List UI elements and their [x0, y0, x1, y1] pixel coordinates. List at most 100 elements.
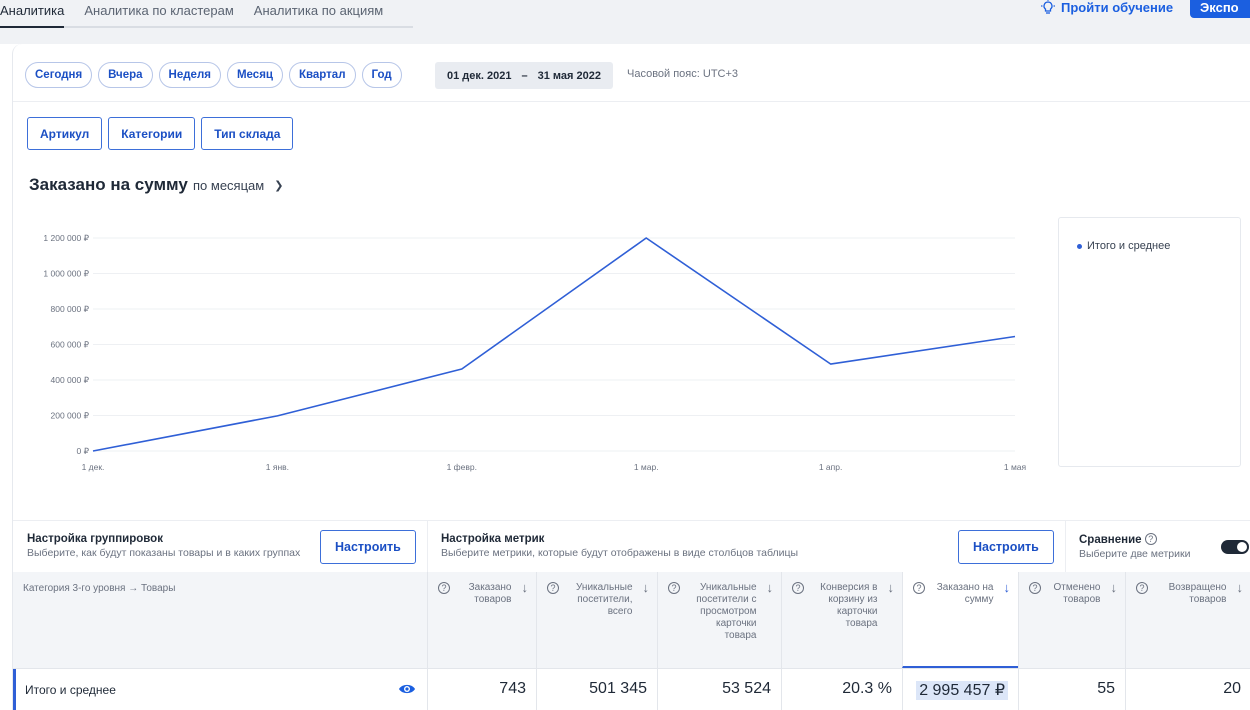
- chart-legend: Итого и среднее: [1058, 217, 1241, 467]
- x-tick-label: 1 янв.: [266, 462, 289, 472]
- y-tick-label: 0 ₽: [77, 446, 90, 456]
- date-to: 31 мая 2022: [537, 69, 601, 82]
- date-range-picker[interactable]: 01 дек. 2021 – 31 мая 2022: [435, 62, 613, 89]
- y-tick-label: 800 000 ₽: [51, 304, 90, 314]
- column-header[interactable]: ? Заказано товаров ↓: [427, 572, 536, 668]
- export-button[interactable]: Экспо: [1190, 0, 1250, 18]
- column-header-selected[interactable]: ? Заказано на сумму ↓: [902, 572, 1018, 668]
- period-yesterday[interactable]: Вчера: [98, 62, 153, 88]
- sort-arrow-icon[interactable]: ↓: [642, 580, 650, 595]
- help-icon[interactable]: ?: [668, 582, 680, 594]
- y-tick-label: 600 000 ₽: [51, 340, 90, 350]
- column-label: Заказано на сумму: [936, 582, 994, 605]
- tour-label: Пройти обучение: [1061, 0, 1174, 15]
- column-header[interactable]: ? Уникальные посетители с просмотром карт…: [657, 572, 781, 668]
- groupings-subtitle: Выберите, как будут показаны товары и в …: [27, 547, 301, 559]
- column-label: Конверсия в корзину из карточки товара: [820, 582, 878, 629]
- table-cell: 53 524: [657, 669, 781, 710]
- cell-value: 53 524: [722, 680, 771, 697]
- table-header: Категория 3-го уровня → Товары ? Заказано…: [13, 572, 1250, 668]
- help-icon[interactable]: ?: [438, 582, 450, 594]
- compare-title-text: Сравнение: [1079, 534, 1142, 546]
- divider: [13, 101, 1250, 102]
- line-chart: 0 ₽ 200 000 ₽ 400 000 ₽ 600 000 ₽ 800 000 ₽ 1…: [43, 233, 1026, 472]
- first-column-header: Категория 3-го уровня → Товары: [23, 583, 176, 594]
- column-header[interactable]: ? Уникальные посетители, всего ↓: [536, 572, 657, 668]
- settings-row: Настройка группировок Выберите, как буду…: [13, 520, 1250, 573]
- group-article-button[interactable]: Артикул: [27, 117, 103, 150]
- table-cell: 501 345: [536, 669, 657, 710]
- column-header[interactable]: ? Конверсия в корзину из карточки товара ↓: [781, 572, 902, 668]
- period-week[interactable]: Неделя: [158, 62, 221, 88]
- divider: [427, 521, 428, 573]
- compare-toggle[interactable]: [1221, 540, 1249, 554]
- tab-promotions[interactable]: Аналитика по акциям: [253, 3, 384, 18]
- groupings-settings: Настройка группировок Выберите, как буду…: [27, 533, 300, 585]
- group-categories-button[interactable]: Категории: [108, 117, 196, 150]
- compare-subtitle: Выберите две метрики: [1079, 548, 1191, 560]
- period-year[interactable]: Год: [361, 62, 402, 88]
- metrics-title: Настройка метрик: [441, 533, 545, 545]
- cell-value: 20.3 %: [842, 680, 892, 697]
- analytics-card: Сегодня Вчера Неделя Месяц Квартал Год 0…: [12, 44, 1250, 710]
- column-label: Заказано товаров: [468, 582, 512, 605]
- table-cell: 20: [1125, 669, 1250, 710]
- sort-arrow-icon[interactable]: ↓: [1110, 580, 1118, 595]
- chart-period-label: по месяцам: [193, 178, 265, 193]
- legend-item[interactable]: Итого и среднее: [1077, 240, 1170, 252]
- cell-value: 20: [1223, 680, 1241, 697]
- column-label: Возвращено товаров: [1168, 582, 1227, 605]
- help-icon[interactable]: ?: [1136, 582, 1148, 594]
- sort-arrow-icon[interactable]: ↓: [1236, 580, 1244, 595]
- period-quarter[interactable]: Квартал: [288, 62, 356, 88]
- column-label: Отменено товаров: [1053, 582, 1101, 605]
- date-from: 01 дек. 2021: [447, 69, 512, 82]
- sort-arrow-icon[interactable]: ↓: [521, 580, 529, 595]
- cell-value: 2 995 457 ₽: [916, 681, 1008, 700]
- column-header[interactable]: ? Отменено товаров ↓: [1018, 572, 1125, 668]
- cell-value: 501 345: [589, 680, 647, 697]
- table-cell: 20.3 %: [781, 669, 902, 710]
- lightbulb-icon: [1041, 0, 1055, 14]
- help-icon[interactable]: ?: [913, 582, 925, 594]
- tour-link[interactable]: Пройти обучение: [1040, 0, 1174, 15]
- help-icon[interactable]: ?: [1029, 582, 1041, 594]
- date-separator: –: [521, 69, 528, 82]
- table-cell-selected: 2 995 457 ₽: [902, 669, 1018, 710]
- top-bar: Аналитика Аналитика по кластерам Аналити…: [0, 0, 1250, 44]
- chevron-down-icon: ❯: [274, 180, 284, 192]
- tabs: Аналитика Аналитика по кластерам Аналити…: [0, 0, 414, 28]
- chart-period-select[interactable]: по месяцам ❯: [193, 178, 283, 193]
- group-warehouse-type-button[interactable]: Тип склада: [201, 117, 294, 150]
- y-tick-label: 1 200 000 ₽: [43, 233, 89, 243]
- metrics-subtitle: Выберите метрики, которые будут отображе…: [441, 547, 799, 559]
- table-row[interactable]: Итого и среднее 743 501 345 53 524 20.3 …: [13, 668, 1250, 710]
- column-label: Уникальные посетители с просмотром карто…: [696, 582, 757, 641]
- sort-arrow-icon[interactable]: ↓: [887, 580, 895, 595]
- sort-arrow-icon[interactable]: ↓: [1003, 580, 1011, 595]
- chart-title: Заказано на сумму: [29, 175, 188, 194]
- cell-value: 55: [1097, 680, 1115, 697]
- period-today[interactable]: Сегодня: [25, 62, 93, 88]
- period-month[interactable]: Месяц: [226, 62, 283, 88]
- tab-analytics[interactable]: Аналитика: [0, 0, 65, 28]
- help-icon[interactable]: ?: [1144, 533, 1157, 545]
- groupings-configure-button[interactable]: Настроить: [320, 530, 416, 564]
- help-icon[interactable]: ?: [547, 582, 559, 594]
- tab-clusters[interactable]: Аналитика по кластерам: [84, 3, 234, 18]
- x-tick-label: 1 апр.: [819, 462, 843, 472]
- eye-icon[interactable]: [398, 681, 416, 697]
- groupings-title: Настройка группировок: [27, 533, 163, 545]
- metrics-configure-button[interactable]: Настроить: [958, 530, 1054, 564]
- column-header[interactable]: ? Возвращено товаров ↓: [1125, 572, 1250, 668]
- y-tick-label: 400 000 ₽: [51, 375, 90, 385]
- legend-label: Итого и среднее: [1087, 240, 1171, 252]
- y-tick-label: 1 000 000 ₽: [43, 269, 89, 279]
- table-cell: 55: [1018, 669, 1125, 710]
- divider: [1065, 521, 1066, 573]
- sort-arrow-icon[interactable]: ↓: [766, 580, 774, 595]
- metrics-settings: Настройка метрик Выберите метрики, котор…: [441, 533, 798, 585]
- x-tick-label: 1 февр.: [447, 462, 477, 472]
- period-filters: Сегодня Вчера Неделя Месяц Квартал Год: [25, 62, 402, 88]
- help-icon[interactable]: ?: [792, 582, 804, 594]
